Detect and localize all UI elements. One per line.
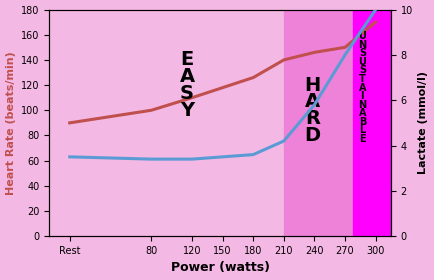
Y-axis label: Heart Rate (beats/min): Heart Rate (beats/min) <box>6 51 16 195</box>
Text: E
A
S
Y: E A S Y <box>179 50 194 120</box>
Bar <box>353 10 391 236</box>
Text: U
N
S
U
S
T
A
I
N
A
B
L
E: U N S U S T A I N A B L E <box>358 31 366 144</box>
Bar <box>49 10 284 236</box>
X-axis label: Power (watts): Power (watts) <box>171 262 270 274</box>
Text: H
A
R
D: H A R D <box>304 76 321 145</box>
Y-axis label: Lactate (mmol/l): Lactate (mmol/l) <box>418 71 428 174</box>
Bar <box>284 10 353 236</box>
